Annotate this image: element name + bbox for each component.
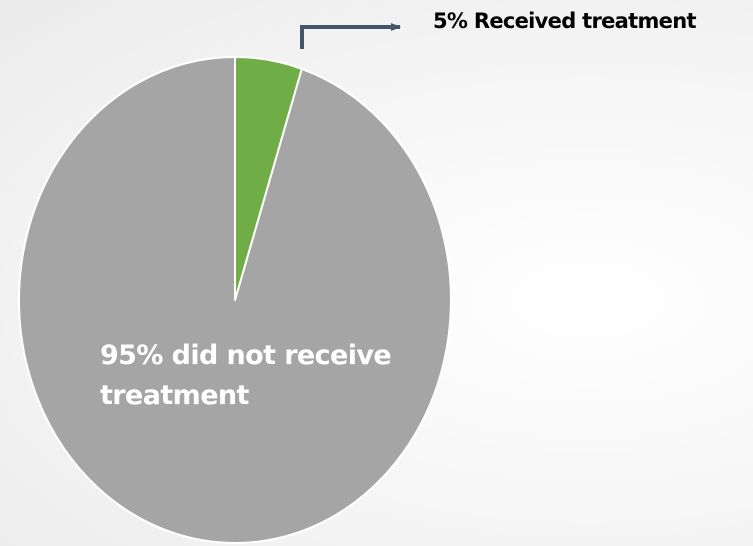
pie-slices — [18, 56, 452, 544]
not-received-treatment-label: 95% did not receive treatment — [100, 340, 392, 411]
received-treatment-label: 5% Received treatment — [433, 9, 697, 33]
callout-arrow — [300, 23, 401, 49]
pie-slice-0 — [234, 56, 303, 301]
